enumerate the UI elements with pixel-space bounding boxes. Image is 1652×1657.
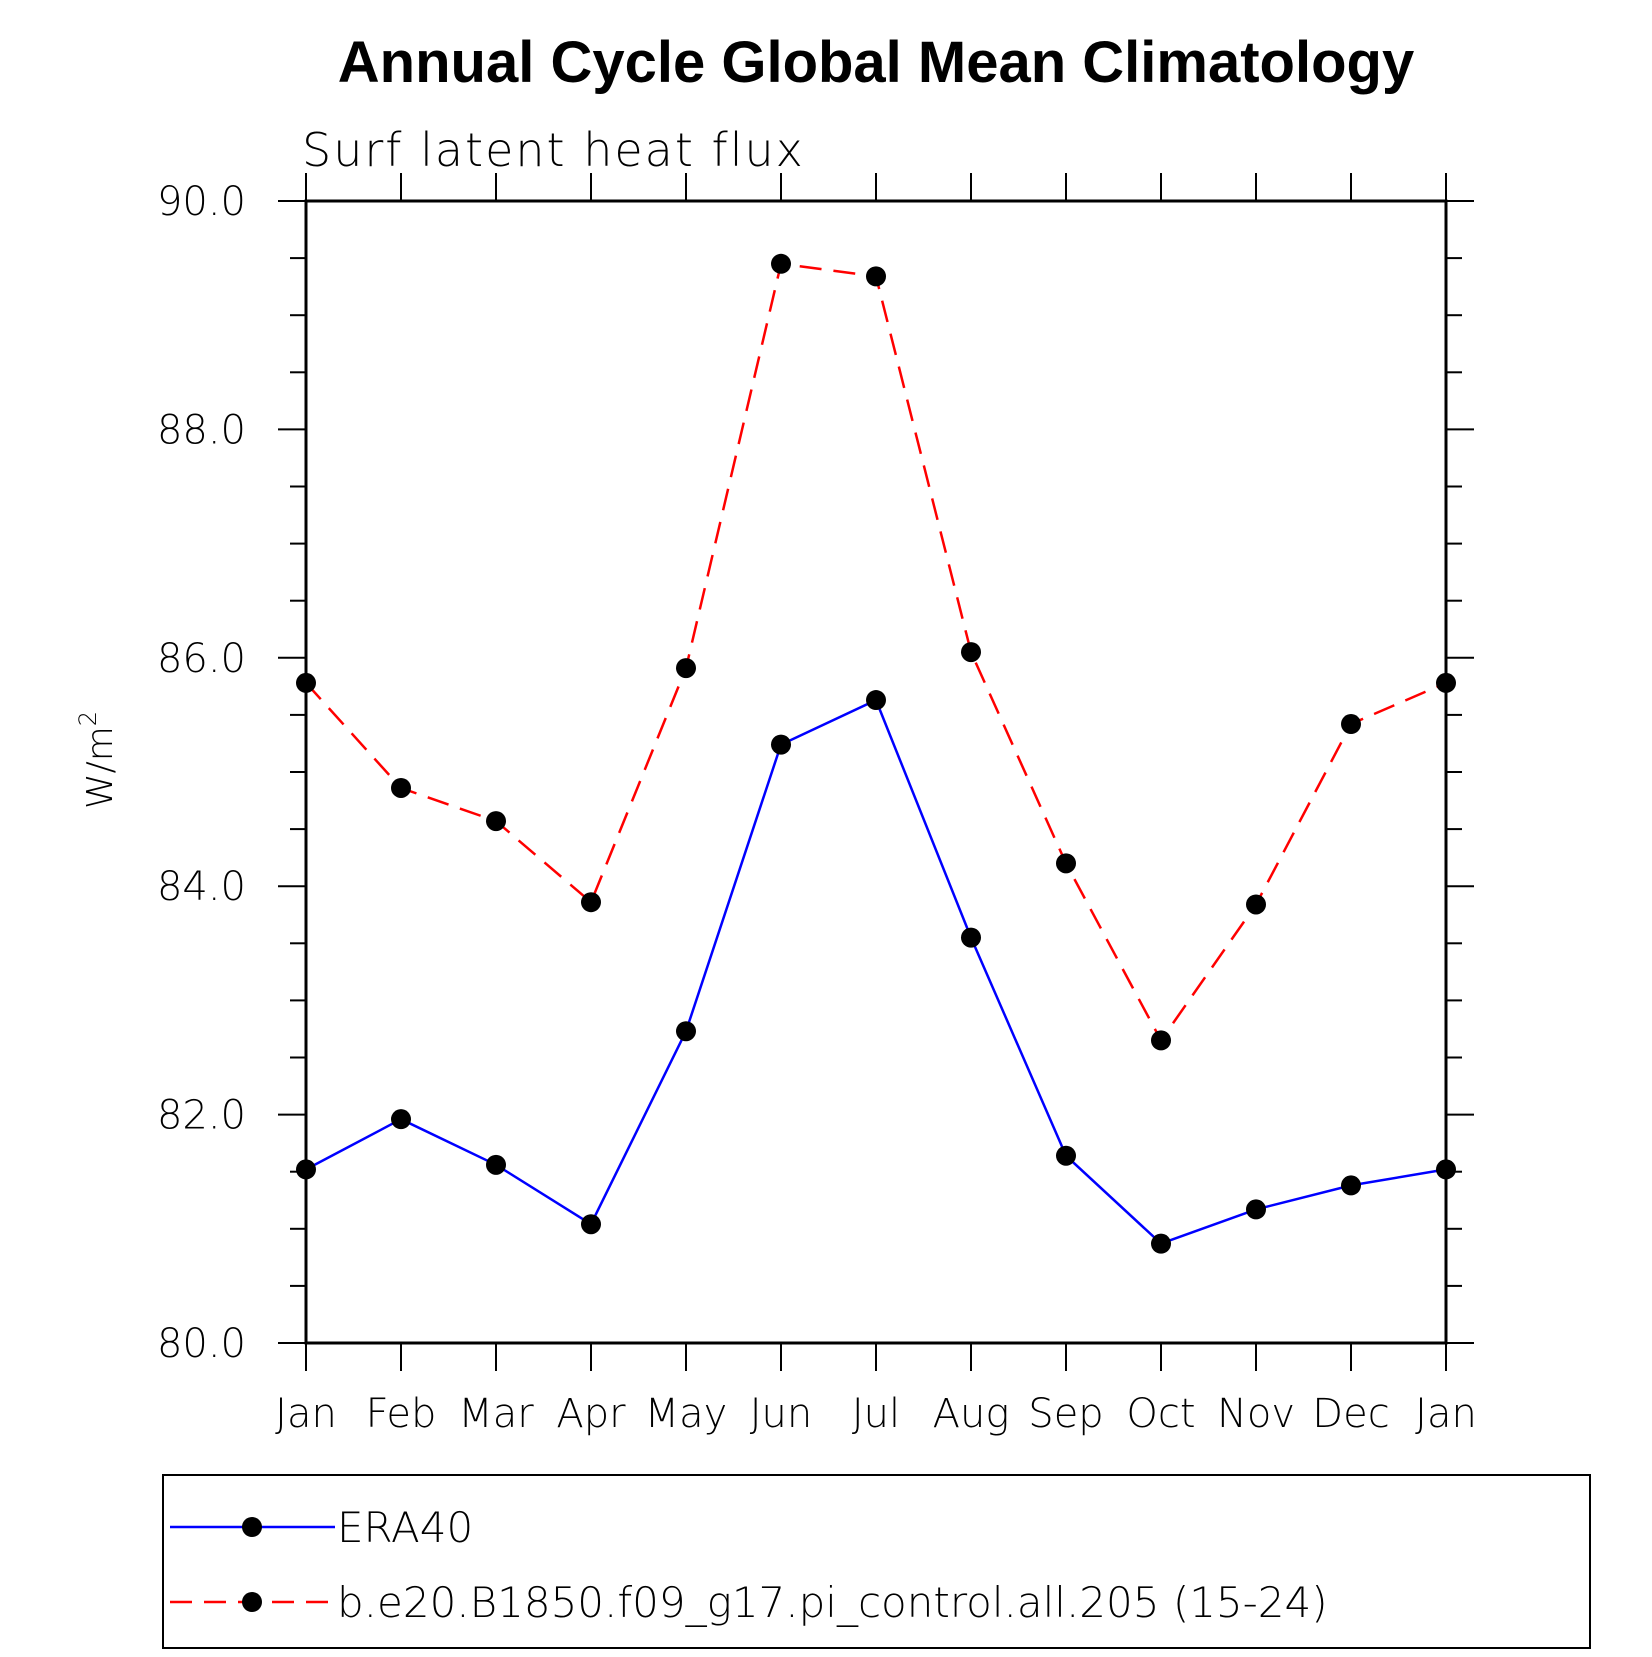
x-tick-label: Apr <box>556 1391 626 1437</box>
x-tick-label: Jul <box>852 1391 900 1437</box>
series-markers <box>296 253 1456 1254</box>
data-point-series-1 <box>1151 1233 1171 1254</box>
data-point-series-1 <box>391 1109 411 1130</box>
data-point-series-1 <box>961 927 981 948</box>
legend: ERA40 b.e20.B1850.f09_g17.pi_control.all.… <box>170 1503 1328 1627</box>
legend-marker-1 <box>242 1517 262 1537</box>
y-tick-label: 84.0 <box>157 864 246 910</box>
data-point-series-1 <box>866 690 886 711</box>
x-ticks: Jan Feb Mar Apr May Jun Jul Aug Sep Oct Nov Dec Jan <box>275 173 1477 1437</box>
y-axis-label-superscript: 2 <box>74 711 102 726</box>
y-axis-label: W/m2 <box>74 711 121 809</box>
legend-label-1: ERA40 <box>337 1503 473 1552</box>
data-point-series-1 <box>1436 1159 1456 1180</box>
data-point-series-1 <box>1056 1145 1076 1166</box>
data-point-series-1 <box>486 1154 506 1175</box>
data-point-series-1 <box>1246 1199 1266 1220</box>
data-point-series-1 <box>1341 1175 1361 1196</box>
data-point-series-2 <box>1436 672 1456 693</box>
y-tick-label: 86.0 <box>157 636 246 682</box>
data-point-series-2 <box>866 266 886 287</box>
legend-marker-2 <box>242 1592 262 1612</box>
data-point-series-2 <box>391 777 411 798</box>
x-tick-label: Nov <box>1217 1391 1295 1437</box>
y-axis-label-text: W/m <box>80 726 121 809</box>
data-point-series-2 <box>296 672 316 693</box>
x-tick-label: Sep <box>1028 1391 1103 1437</box>
y-tick-label: 90.0 <box>157 179 246 225</box>
svg-text:W/m2: W/m2 <box>74 711 121 809</box>
legend-box <box>162 1474 1591 1649</box>
data-point-series-2 <box>581 892 601 913</box>
x-tick-label: Feb <box>366 1391 437 1437</box>
x-tick-label: Oct <box>1126 1391 1195 1437</box>
x-tick-label: Jun <box>750 1391 813 1437</box>
data-point-series-2 <box>1246 894 1266 915</box>
data-point-series-2 <box>1341 714 1361 735</box>
data-point-series-2 <box>771 253 791 274</box>
data-point-series-2 <box>1151 1030 1171 1051</box>
x-tick-label: Aug <box>933 1391 1010 1437</box>
legend-label-2: b.e20.B1850.f09_g17.pi_control.all.205 (… <box>337 1578 1328 1627</box>
x-tick-label: Jan <box>275 1391 337 1437</box>
x-tick-label: Jan <box>1415 1391 1477 1437</box>
x-tick-label: Dec <box>1312 1391 1389 1437</box>
data-point-series-2 <box>961 642 981 663</box>
data-point-series-2 <box>676 658 696 679</box>
chart-subtitle: Surf latent heat flux <box>302 123 805 177</box>
data-point-series-1 <box>581 1214 601 1235</box>
x-tick-label: Mar <box>458 1391 534 1437</box>
data-point-series-2 <box>1056 853 1076 874</box>
y-tick-label: 82.0 <box>157 1093 246 1139</box>
data-point-series-1 <box>296 1159 316 1180</box>
chart-title: Annual Cycle Global Mean Climatology <box>338 30 1414 95</box>
data-point-series-2 <box>486 811 506 832</box>
data-point-series-1 <box>676 1021 696 1042</box>
y-tick-label: 88.0 <box>157 407 246 453</box>
x-tick-label: May <box>645 1391 728 1437</box>
y-tick-label: 80.0 <box>157 1321 246 1367</box>
data-point-series-1 <box>771 734 791 755</box>
